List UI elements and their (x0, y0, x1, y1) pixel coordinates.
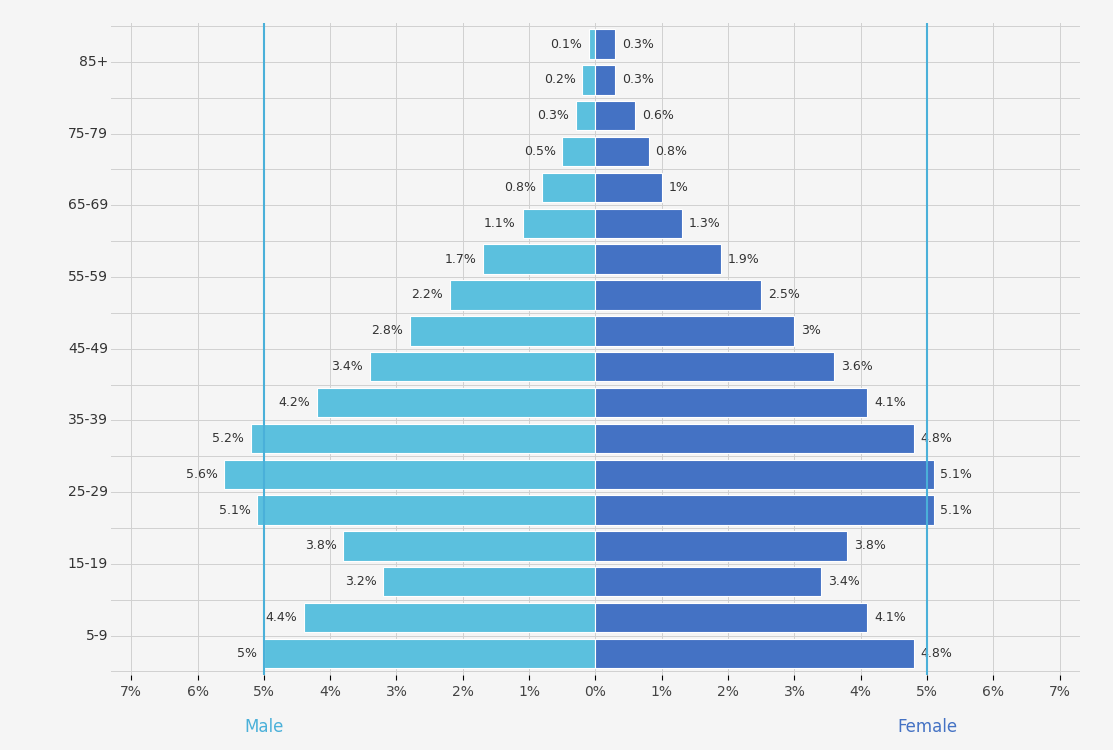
Bar (595, 280, 761, 310)
Bar (595, 136, 649, 166)
Bar (370, 352, 595, 382)
Text: 3.2%: 3.2% (345, 575, 376, 588)
Bar (317, 388, 595, 417)
Bar (522, 209, 595, 238)
Bar (595, 29, 615, 58)
Bar (595, 352, 835, 382)
Bar (595, 496, 934, 525)
Bar (344, 531, 595, 561)
Text: 3.8%: 3.8% (305, 539, 337, 553)
Bar (595, 316, 795, 346)
Text: 1.7%: 1.7% (444, 253, 476, 266)
Bar (595, 244, 721, 274)
Text: 2.8%: 2.8% (372, 324, 403, 338)
Text: 2.5%: 2.5% (768, 289, 800, 302)
Bar (224, 460, 595, 489)
Text: 4.2%: 4.2% (278, 396, 311, 409)
Bar (264, 639, 595, 668)
Text: 5.1%: 5.1% (940, 468, 973, 481)
Bar (595, 388, 867, 417)
Text: 3.4%: 3.4% (828, 575, 859, 588)
Text: 4.4%: 4.4% (265, 611, 297, 624)
Text: 4.1%: 4.1% (874, 396, 906, 409)
Bar (595, 172, 662, 202)
Text: 5.6%: 5.6% (186, 468, 217, 481)
Bar (595, 639, 914, 668)
Text: 5.1%: 5.1% (218, 503, 250, 517)
Text: 4.8%: 4.8% (920, 647, 953, 660)
Text: 3.6%: 3.6% (840, 360, 873, 374)
Text: 5.2%: 5.2% (213, 432, 244, 445)
Text: 75-79: 75-79 (68, 127, 108, 141)
Bar (383, 567, 595, 596)
Text: 3%: 3% (801, 324, 821, 338)
Bar (595, 603, 867, 632)
Bar (410, 316, 595, 346)
Bar (595, 531, 847, 561)
Bar (542, 172, 595, 202)
Text: 3.4%: 3.4% (332, 360, 363, 374)
Text: Female: Female (897, 718, 957, 736)
Bar (589, 29, 595, 58)
Bar (595, 65, 615, 94)
Bar (483, 244, 595, 274)
Bar (575, 101, 595, 130)
Bar (595, 209, 681, 238)
Text: 85+: 85+ (79, 55, 108, 69)
Text: 0.5%: 0.5% (523, 145, 555, 158)
Bar (595, 567, 821, 596)
Bar (582, 65, 595, 94)
Bar (595, 424, 914, 453)
Bar (595, 460, 934, 489)
Text: 0.8%: 0.8% (504, 181, 535, 194)
Text: 0.3%: 0.3% (622, 74, 653, 86)
Text: 1.1%: 1.1% (484, 217, 515, 229)
Text: 0.6%: 0.6% (642, 110, 673, 122)
Bar (250, 424, 595, 453)
Text: 0.8%: 0.8% (656, 145, 687, 158)
Text: 1.9%: 1.9% (728, 253, 760, 266)
Text: 0.3%: 0.3% (622, 38, 653, 50)
Text: 65-69: 65-69 (68, 198, 108, 212)
Bar (595, 101, 636, 130)
Text: 15-19: 15-19 (68, 556, 108, 571)
Text: 55-59: 55-59 (68, 270, 108, 284)
Text: 0.2%: 0.2% (543, 74, 575, 86)
Text: 5.1%: 5.1% (940, 503, 973, 517)
Text: 0.3%: 0.3% (538, 110, 569, 122)
Text: 2.2%: 2.2% (411, 289, 443, 302)
Bar (257, 496, 595, 525)
Text: 1%: 1% (669, 181, 688, 194)
Text: 45-49: 45-49 (68, 342, 108, 355)
Text: 3.8%: 3.8% (854, 539, 886, 553)
Text: 1.3%: 1.3% (688, 217, 720, 229)
Text: 5-9: 5-9 (86, 628, 108, 643)
Text: 25-29: 25-29 (68, 485, 108, 500)
Bar (562, 136, 595, 166)
Bar (304, 603, 595, 632)
Text: 4.8%: 4.8% (920, 432, 953, 445)
Text: 35-39: 35-39 (68, 413, 108, 428)
Text: 5%: 5% (237, 647, 257, 660)
Text: Male: Male (244, 718, 284, 736)
Bar (450, 280, 595, 310)
Text: 4.1%: 4.1% (874, 611, 906, 624)
Text: 0.1%: 0.1% (550, 38, 582, 50)
